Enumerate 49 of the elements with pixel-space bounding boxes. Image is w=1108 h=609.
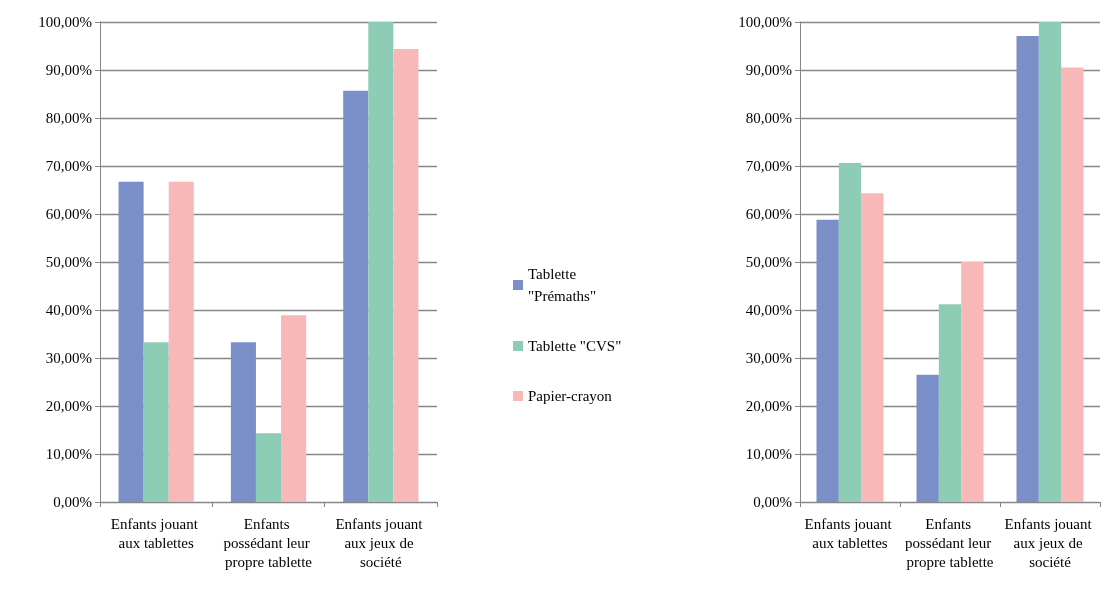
- bar: [938, 304, 962, 502]
- y-tick-label: 60,00%: [45, 206, 92, 222]
- bar: [1038, 22, 1062, 502]
- y-tick-label: 10,00%: [45, 446, 92, 462]
- bar: [1061, 67, 1084, 502]
- x-tick-label: Enfants jouant aux jeux de société: [335, 515, 427, 570]
- bar: [961, 262, 984, 502]
- y-tick-label: 0,00%: [753, 494, 792, 510]
- y-tick-label: 70,00%: [45, 158, 92, 174]
- x-tick-label: Enfants jouant aux tablettes: [804, 515, 896, 551]
- y-tick-label: 100,00%: [38, 14, 92, 30]
- y-tick-label: 20,00%: [45, 398, 92, 414]
- y-tick-label: 60,00%: [745, 206, 792, 222]
- y-tick-label: 50,00%: [45, 254, 92, 270]
- bar: [118, 181, 144, 502]
- y-tick-label: 80,00%: [45, 110, 92, 126]
- bar: [368, 22, 394, 502]
- y-tick-label: 50,00%: [745, 254, 792, 270]
- bar: [343, 90, 369, 502]
- bar: [861, 193, 884, 502]
- y-tick-label: 70,00%: [745, 158, 792, 174]
- bar: [1016, 35, 1039, 502]
- bar: [168, 181, 194, 502]
- bar: [838, 163, 862, 502]
- y-tick-label: 10,00%: [745, 446, 792, 462]
- bar: [255, 433, 282, 502]
- y-tick-label: 40,00%: [45, 302, 92, 318]
- y-tick-label: 100,00%: [738, 14, 792, 30]
- bar: [281, 315, 307, 502]
- x-tick-label: Enfants possédant leur propre tablette: [223, 515, 314, 570]
- bar: [916, 374, 939, 502]
- legend-label: Tablette "CVS": [528, 338, 622, 354]
- bar: [393, 48, 419, 502]
- bar: [230, 342, 256, 502]
- bar: [816, 219, 839, 502]
- x-tick-label: Enfants jouant aux tablettes: [110, 515, 202, 551]
- y-tick-label: 90,00%: [45, 62, 92, 78]
- y-tick-label: 0,00%: [53, 494, 92, 510]
- y-tick-label: 30,00%: [45, 350, 92, 366]
- bar: [143, 342, 169, 502]
- legend-label: Papier-crayon: [528, 388, 613, 404]
- y-tick-label: 30,00%: [745, 350, 792, 366]
- x-tick-label: Enfants possédant leur propre tablette: [905, 515, 995, 570]
- y-tick-label: 20,00%: [745, 398, 792, 414]
- y-tick-label: 80,00%: [745, 110, 792, 126]
- x-tick-label: Enfants jouant aux jeux de société: [1004, 515, 1096, 570]
- y-tick-label: 90,00%: [745, 62, 792, 78]
- y-tick-label: 40,00%: [745, 302, 792, 318]
- legend-label: Tablette "Prémaths": [528, 266, 597, 304]
